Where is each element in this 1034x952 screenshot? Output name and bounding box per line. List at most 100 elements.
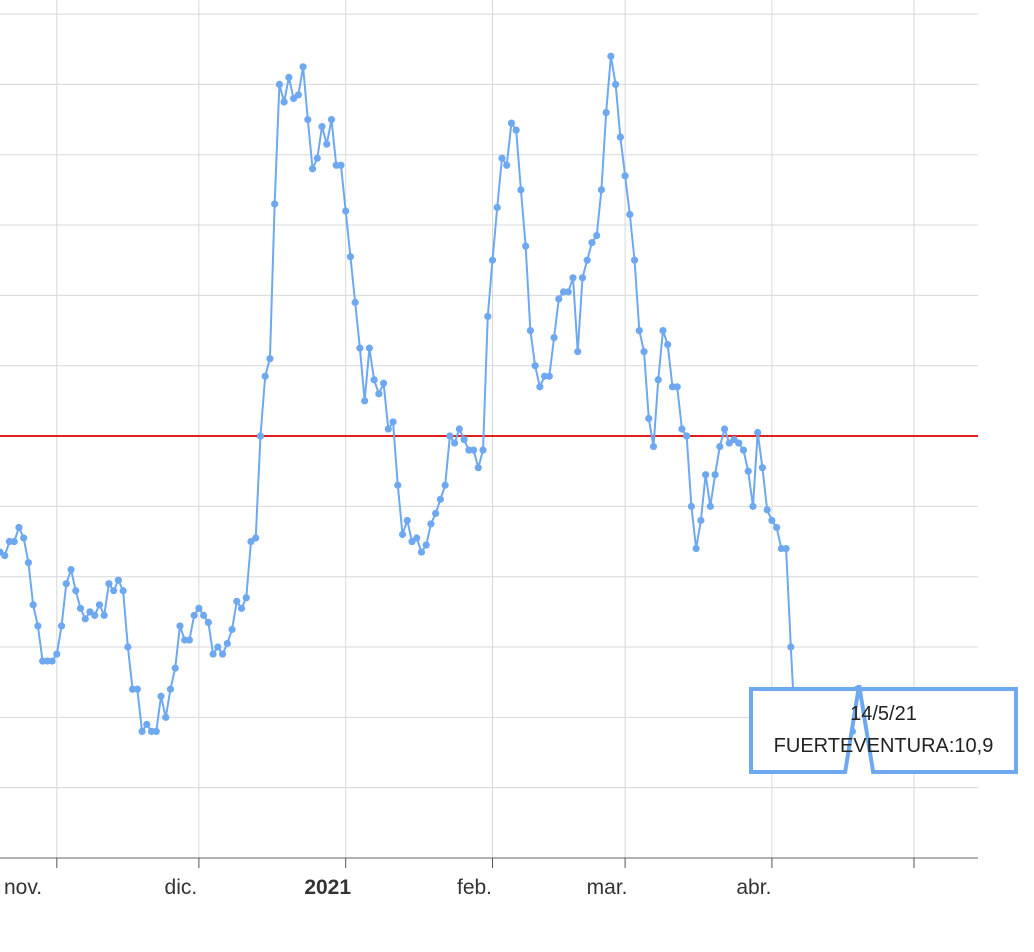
data-point-123[interactable] (578, 274, 587, 282)
data-point-64[interactable] (299, 63, 307, 71)
data-point-141[interactable] (664, 341, 672, 349)
data-point-52[interactable] (242, 594, 250, 602)
data-point-130[interactable] (612, 80, 620, 88)
data-point-125[interactable] (588, 239, 596, 247)
data-point-11[interactable] (48, 657, 56, 665)
data-point-86[interactable] (403, 516, 411, 525)
data-point-167[interactable] (787, 643, 795, 651)
data-point-75[interactable] (351, 298, 359, 307)
data-point-78[interactable] (365, 344, 373, 352)
data-point-50[interactable] (233, 597, 241, 605)
data-point-67[interactable] (313, 154, 321, 162)
data-point-31[interactable] (143, 720, 151, 728)
data-point-4[interactable] (15, 523, 23, 532)
data-point-57[interactable] (266, 355, 274, 363)
data-point-116[interactable] (545, 372, 553, 380)
data-point-96[interactable] (451, 439, 459, 447)
data-point-114[interactable] (536, 383, 544, 391)
data-point-91[interactable] (427, 520, 435, 528)
data-point-34[interactable] (157, 692, 165, 700)
data-point-139[interactable] (654, 376, 662, 384)
data-point-13[interactable] (57, 622, 66, 630)
data-point-151[interactable] (711, 471, 719, 479)
data-point-101[interactable] (474, 464, 482, 472)
data-point-59[interactable] (275, 80, 283, 88)
data-point-150[interactable] (706, 502, 714, 510)
data-point-30[interactable] (138, 727, 146, 736)
data-point-41[interactable] (190, 611, 198, 619)
data-point-42[interactable] (195, 604, 203, 612)
data-point-49[interactable] (228, 625, 236, 634)
data-point-79[interactable] (370, 376, 378, 384)
data-point-122[interactable] (574, 348, 582, 356)
data-point-145[interactable] (683, 432, 691, 440)
data-point-157[interactable] (739, 446, 748, 454)
data-point-147[interactable] (692, 544, 700, 553)
data-point-132[interactable] (621, 172, 629, 180)
data-point-8[interactable] (34, 622, 42, 630)
data-point-33[interactable] (152, 727, 160, 736)
data-point-25[interactable] (114, 576, 122, 584)
data-point-68[interactable] (318, 122, 326, 131)
data-point-54[interactable] (252, 534, 260, 542)
data-point-45[interactable] (209, 650, 217, 658)
data-point-117[interactable] (550, 333, 558, 342)
data-point-97[interactable] (455, 425, 463, 433)
data-point-23[interactable] (105, 580, 113, 588)
data-point-70[interactable] (327, 115, 336, 124)
data-point-63[interactable] (294, 91, 302, 99)
data-point-110[interactable] (517, 186, 525, 194)
data-point-44[interactable] (204, 618, 212, 627)
data-point-93[interactable] (436, 495, 445, 503)
data-point-1[interactable] (1, 551, 9, 560)
data-point-160[interactable] (754, 428, 762, 437)
data-point-77[interactable] (361, 397, 369, 405)
data-point-7[interactable] (29, 601, 37, 609)
data-point-163[interactable] (768, 516, 776, 525)
data-point-43[interactable] (200, 611, 208, 619)
data-point-105[interactable] (493, 203, 501, 212)
data-point-29[interactable] (133, 685, 141, 693)
data-point-107[interactable] (503, 161, 511, 169)
data-point-5[interactable] (20, 534, 28, 542)
data-point-162[interactable] (763, 506, 771, 514)
data-point-89[interactable] (417, 548, 426, 556)
data-point-20[interactable] (91, 611, 99, 619)
data-point-127[interactable] (597, 186, 606, 194)
data-point-126[interactable] (593, 231, 601, 240)
data-point-51[interactable] (237, 604, 246, 612)
data-point-18[interactable] (81, 615, 89, 623)
data-point-124[interactable] (583, 256, 591, 264)
data-point-73[interactable] (342, 207, 350, 215)
data-point-22[interactable] (100, 611, 108, 619)
data-point-40[interactable] (185, 636, 194, 644)
data-point-60[interactable] (280, 98, 288, 106)
data-point-12[interactable] (53, 650, 61, 658)
data-point-74[interactable] (346, 253, 355, 261)
data-point-149[interactable] (702, 471, 710, 479)
data-point-21[interactable] (95, 601, 104, 609)
data-point-100[interactable] (469, 446, 478, 454)
data-point-81[interactable] (379, 379, 388, 387)
data-point-95[interactable] (446, 432, 454, 440)
data-point-36[interactable] (166, 685, 175, 693)
data-point-92[interactable] (432, 509, 440, 517)
data-point-66[interactable] (308, 165, 317, 173)
data-point-120[interactable] (564, 288, 572, 296)
data-point-85[interactable] (398, 530, 407, 539)
data-point-144[interactable] (678, 425, 686, 433)
data-point-98[interactable] (460, 435, 468, 444)
data-point-111[interactable] (522, 242, 530, 250)
data-point-121[interactable] (569, 274, 577, 282)
data-point-82[interactable] (384, 425, 392, 433)
data-point-136[interactable] (640, 348, 648, 356)
data-point-3[interactable] (10, 537, 18, 546)
data-point-24[interactable] (110, 587, 118, 595)
data-point-166[interactable] (782, 544, 790, 553)
data-point-76[interactable] (356, 344, 364, 352)
data-point-16[interactable] (72, 587, 80, 595)
data-point-80[interactable] (375, 390, 383, 398)
data-point-108[interactable] (507, 119, 516, 127)
data-point-118[interactable] (555, 295, 563, 303)
data-point-138[interactable] (649, 442, 658, 451)
